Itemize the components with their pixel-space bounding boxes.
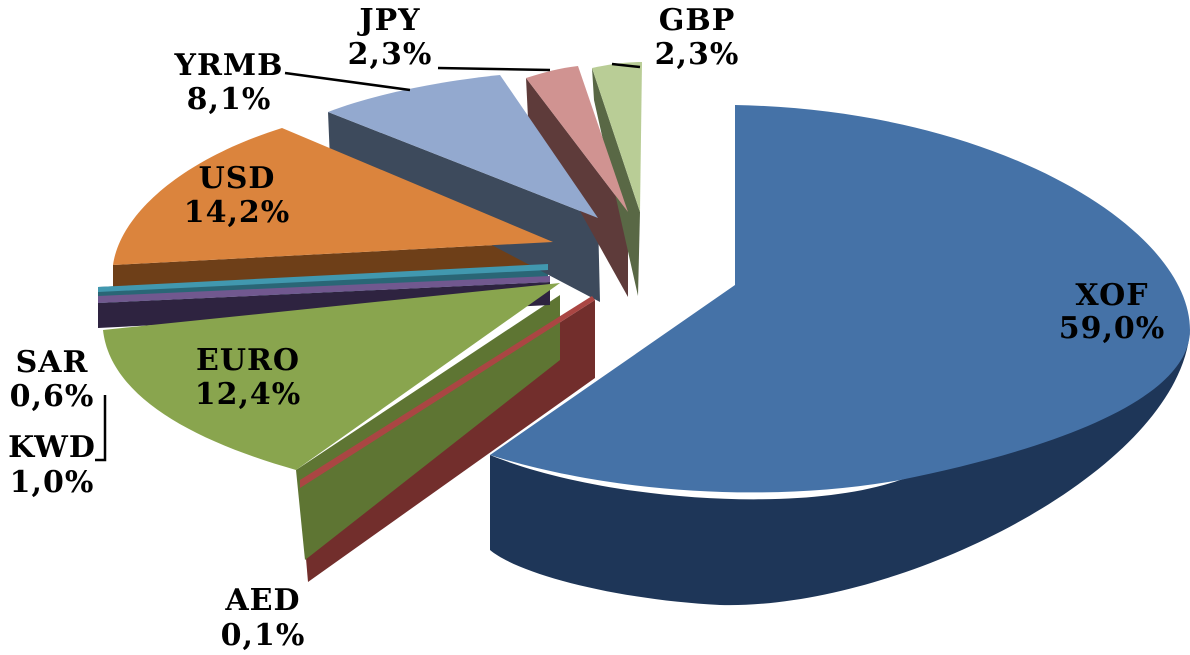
- slice-jpy: [526, 66, 628, 212]
- leader-line-jpy: [437, 66, 551, 72]
- slice-yrmb: [328, 75, 598, 218]
- slice-sar: [98, 264, 548, 292]
- label-jpy-value: 2,3%: [348, 37, 433, 72]
- leader-line-gbp: [611, 62, 641, 69]
- slice-aed: [300, 296, 595, 488]
- label-aed-name: AED: [224, 583, 300, 618]
- label-sar-name: SAR: [16, 345, 89, 380]
- label-xof-name: XOF: [1075, 278, 1148, 313]
- label-usd-value: 14,2%: [184, 195, 291, 230]
- label-euro-name: EURO: [196, 343, 300, 378]
- slice-gbp: [592, 62, 642, 212]
- label-sar-value: 0,6%: [10, 379, 95, 414]
- slice-xof: [490, 105, 1190, 493]
- leader-line-sar-kwd: [95, 395, 107, 462]
- slice-euro: [103, 283, 560, 470]
- label-aed-value: 0,1%: [221, 618, 306, 653]
- slice-usd: [113, 128, 553, 265]
- slice-kwd: [98, 276, 550, 303]
- label-yrmb-name: YRMB: [174, 48, 284, 83]
- label-gbp-name: GBP: [659, 3, 736, 38]
- slice-labels: XOF 59,0% AED 0,1% EURO 12,4% KWD 1,0% S…: [8, 3, 1166, 653]
- label-yrmb-value: 8,1%: [187, 82, 272, 117]
- leader-lines: [95, 62, 641, 462]
- label-euro-value: 12,4%: [195, 377, 302, 412]
- label-kwd-name: KWD: [8, 430, 96, 465]
- slice-top-faces: [98, 62, 1190, 493]
- label-gbp-value: 2,3%: [655, 37, 740, 72]
- label-usd-name: USD: [199, 161, 276, 196]
- label-xof-value: 59,0%: [1059, 311, 1166, 346]
- slice-kwd-side: [98, 282, 550, 328]
- label-kwd-value: 1,0%: [10, 465, 95, 500]
- slice-xof-side: [490, 330, 1190, 606]
- slice-usd-side: [113, 242, 553, 288]
- leader-line-yrmb: [284, 71, 411, 92]
- label-jpy-name: JPY: [356, 3, 420, 38]
